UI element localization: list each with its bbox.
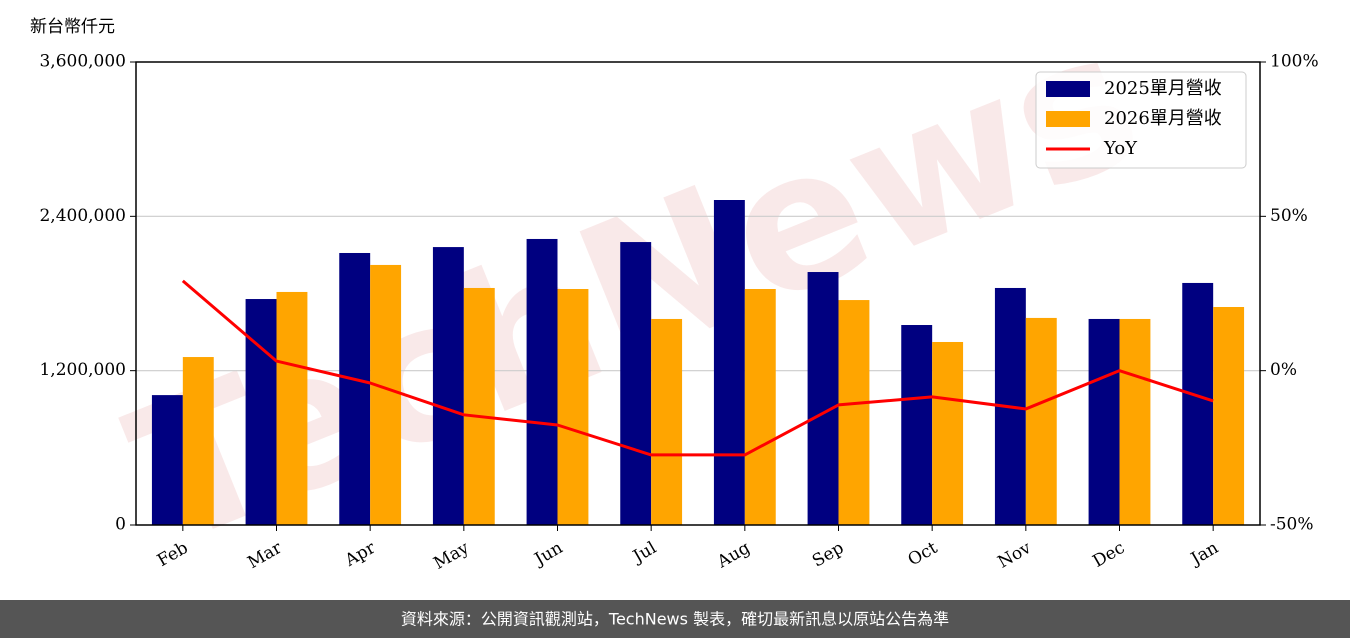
- bar: [744, 288, 776, 525]
- bar: [557, 288, 589, 525]
- plot-frame: [135, 61, 1261, 526]
- x-tick-label: Jun: [530, 538, 567, 571]
- legend-label: 2026單月營收: [1104, 108, 1222, 129]
- bar: [807, 272, 839, 525]
- bar: [463, 287, 495, 525]
- x-tick-label: Aug: [713, 538, 754, 573]
- x-tick-label: Oct: [905, 538, 941, 571]
- x-tick-label: Nov: [995, 538, 1035, 573]
- x-tick-label: Jul: [628, 538, 660, 568]
- legend-swatch: [1046, 81, 1090, 97]
- x-tick-label: May: [430, 538, 473, 574]
- x-tick-label: Sep: [809, 538, 847, 572]
- bar: [932, 341, 964, 525]
- bar: [713, 199, 745, 525]
- source-note: 資料來源：公開資訊觀測站，TechNews 製表，確切最新訊息以原站公告為準: [401, 610, 949, 629]
- y-tick-label: 2,400,000: [39, 206, 126, 226]
- bar: [1182, 282, 1214, 525]
- y2-tick-label: -50%: [1270, 515, 1314, 535]
- bar: [1088, 318, 1120, 525]
- bar: [370, 264, 402, 525]
- bar: [151, 395, 183, 525]
- bar: [651, 318, 683, 525]
- y2-tick-label: 50%: [1270, 206, 1308, 226]
- bar: [245, 299, 277, 525]
- bar: [1213, 307, 1245, 525]
- bar: [620, 242, 652, 526]
- bar: [901, 325, 933, 525]
- x-tick-label: Apr: [341, 537, 380, 571]
- bar: [1119, 318, 1151, 525]
- legend-label: YoY: [1103, 138, 1138, 159]
- line: [181, 279, 1214, 457]
- legend-swatch: [1046, 111, 1090, 127]
- bar: [276, 291, 308, 525]
- bar: [526, 238, 558, 526]
- y2-tick-label: 0%: [1270, 360, 1297, 380]
- y-axis-label: 新台幣仟元: [30, 17, 115, 37]
- bar: [432, 247, 464, 525]
- bar: [838, 300, 870, 525]
- bar: [1025, 317, 1057, 525]
- y-tick-label: 0: [115, 515, 126, 535]
- bar: [182, 357, 214, 525]
- y-tick-label: 1,200,000: [39, 360, 126, 380]
- x-tick-label: Dec: [1089, 538, 1128, 572]
- legend-label: 2025單月營收: [1104, 78, 1222, 99]
- y2-tick-label: 100%: [1270, 52, 1319, 72]
- x-tick-label: Jan: [1186, 538, 1222, 570]
- bar: [339, 252, 371, 526]
- y-tick-label: 3,600,000: [39, 52, 126, 72]
- footer-band: [0, 600, 1350, 638]
